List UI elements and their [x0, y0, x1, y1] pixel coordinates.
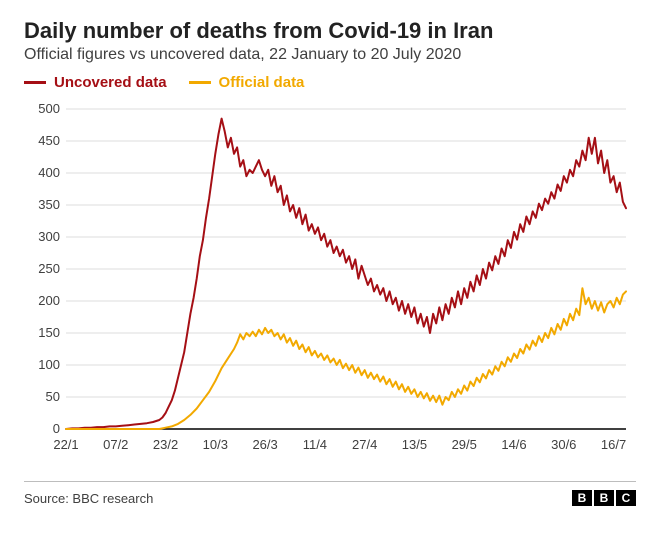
y-tick-label: 150	[38, 325, 60, 340]
bbc-logo-box: B	[594, 490, 614, 506]
y-tick-label: 500	[38, 101, 60, 116]
source-text: Source: BBC research	[24, 491, 153, 506]
x-tick-label: 26/3	[252, 437, 277, 452]
x-tick-label: 07/2	[103, 437, 128, 452]
y-tick-label: 300	[38, 229, 60, 244]
y-tick-label: 200	[38, 293, 60, 308]
series-line-uncovered	[66, 119, 626, 429]
x-tick-label: 22/1	[53, 437, 78, 452]
x-tick-label: 27/4	[352, 437, 377, 452]
chart-title: Daily number of deaths from Covid-19 in …	[24, 18, 636, 44]
x-tick-label: 30/6	[551, 437, 576, 452]
chart-container: Daily number of deaths from Covid-19 in …	[0, 0, 660, 554]
x-tick-label: 13/5	[402, 437, 427, 452]
x-tick-label: 16/7	[601, 437, 626, 452]
bbc-logo-box: B	[572, 490, 592, 506]
legend: Uncovered data Official data	[24, 74, 636, 91]
y-tick-label: 50	[46, 389, 60, 404]
y-tick-label: 450	[38, 133, 60, 148]
y-tick-label: 0	[53, 421, 60, 436]
x-tick-label: 23/2	[153, 437, 178, 452]
legend-swatch-official	[189, 81, 211, 84]
legend-item-uncovered: Uncovered data	[24, 74, 167, 91]
y-tick-label: 400	[38, 165, 60, 180]
legend-label-official: Official data	[219, 74, 305, 91]
plot-area: 0 50 100 150 200 250 300 350 400 450 500 22/1 07/2 23…	[24, 99, 636, 469]
legend-item-official: Official data	[189, 74, 305, 91]
series-line-official	[66, 288, 626, 429]
chart-footer: Source: BBC research BBC	[24, 481, 636, 506]
x-tick-label: 10/3	[203, 437, 228, 452]
legend-swatch-uncovered	[24, 81, 46, 84]
y-tick-label: 100	[38, 357, 60, 372]
y-tick-label: 250	[38, 261, 60, 276]
bbc-logo: BBC	[572, 490, 636, 506]
legend-label-uncovered: Uncovered data	[54, 74, 167, 91]
line-chart-svg: 0 50 100 150 200 250 300 350 400 450 500 22/1 07/2 23…	[24, 99, 636, 459]
x-tick-label: 11/4	[303, 437, 327, 452]
x-tick-label: 29/5	[452, 437, 477, 452]
bbc-logo-box: C	[616, 490, 636, 506]
x-tick-label: 14/6	[501, 437, 526, 452]
chart-subtitle: Official figures vs uncovered data, 22 J…	[24, 46, 636, 64]
y-tick-label: 350	[38, 197, 60, 212]
